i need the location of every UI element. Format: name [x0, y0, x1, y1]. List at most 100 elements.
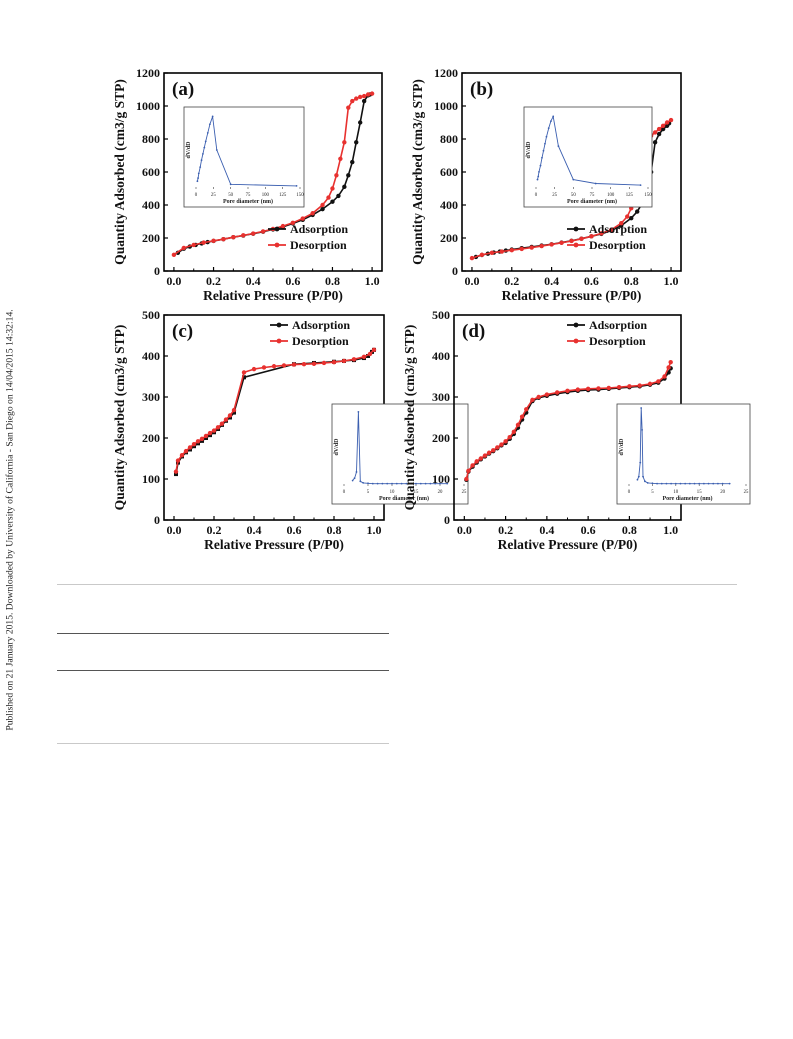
- data-point: [241, 370, 247, 375]
- download-notice: Published on 21 January 2015. Downloaded…: [0, 0, 20, 1039]
- inset-point: [639, 184, 642, 186]
- x-axis-label: Relative Pressure (P/P0): [498, 537, 638, 552]
- inset-point: [439, 482, 441, 485]
- data-point: [515, 422, 521, 428]
- inset-point: [208, 123, 211, 126]
- y-tick-label: 0: [444, 513, 450, 527]
- inset-x-tick-label: 100: [262, 193, 270, 198]
- data-point: [351, 357, 357, 362]
- inset-point: [688, 482, 691, 485]
- inset-point: [429, 482, 432, 485]
- data-point: [660, 123, 666, 128]
- y-tick-label: 200: [142, 231, 160, 245]
- inset-x-tick-label: 100: [607, 193, 615, 198]
- data-point: [489, 250, 495, 256]
- inset-point: [410, 482, 413, 485]
- data-point: [503, 439, 508, 444]
- data-point: [334, 173, 339, 178]
- data-point: [361, 93, 367, 99]
- inset-point: [196, 180, 199, 183]
- data-point: [575, 387, 581, 392]
- inset-point: [391, 482, 393, 485]
- data-point: [358, 120, 363, 125]
- inset-point: [539, 164, 542, 167]
- download-notice-text: Published on 21 January 2015. Downloaded…: [4, 309, 16, 731]
- inset-point: [550, 120, 552, 123]
- inset-point: [712, 482, 715, 485]
- data-point: [320, 206, 325, 212]
- y-tick-label: 100: [432, 472, 450, 486]
- legend-entry: Desorption: [589, 238, 646, 252]
- x-tick-label: 0.0: [166, 274, 181, 288]
- data-point: [320, 202, 325, 208]
- data-point: [599, 231, 604, 236]
- inset-point: [693, 482, 696, 485]
- data-point: [290, 220, 296, 226]
- data-point: [666, 365, 671, 370]
- table-top-rule: [57, 633, 389, 634]
- data-point: [478, 456, 484, 461]
- inset-point: [351, 479, 354, 482]
- inset-point: [646, 481, 649, 484]
- data-point: [549, 242, 554, 247]
- data-point: [203, 433, 209, 439]
- inset-point: [357, 411, 360, 413]
- series-line-desorption: [471, 119, 672, 259]
- data-point: [330, 199, 335, 204]
- data-point: [291, 362, 297, 367]
- data-point: [341, 358, 347, 364]
- inset-point: [636, 478, 639, 481]
- data-point: [326, 195, 331, 200]
- inset-x-tick-label: 125: [279, 193, 287, 198]
- data-point: [616, 384, 622, 390]
- x-tick-label: 0.6: [285, 274, 300, 288]
- inset-frame: [331, 403, 469, 505]
- inset-point: [197, 177, 199, 179]
- data-point: [507, 434, 512, 440]
- data-point: [627, 384, 632, 389]
- data-point: [330, 186, 335, 191]
- inset-point: [684, 482, 687, 485]
- inset-point: [434, 482, 437, 485]
- data-point: [342, 184, 347, 190]
- data-point: [585, 386, 591, 391]
- y-tick-label: 300: [142, 390, 160, 404]
- inset-point: [355, 471, 358, 473]
- x-axis-label: Relative Pressure (P/P0): [204, 537, 344, 552]
- data-point: [371, 347, 377, 353]
- data-point: [625, 214, 630, 219]
- inset-point: [702, 482, 705, 485]
- inset-x-tick-label: 150: [296, 193, 304, 198]
- data-point: [271, 364, 277, 369]
- inset-point: [594, 182, 597, 185]
- inset-y-label: dV/dD: [619, 438, 625, 456]
- x-tick-label: 0.2: [207, 523, 222, 537]
- inset-point: [419, 482, 422, 485]
- data-point: [280, 223, 286, 229]
- inset-point: [656, 482, 658, 485]
- inset-frame: [616, 403, 751, 505]
- data-point: [656, 126, 662, 132]
- data-point: [199, 436, 205, 442]
- y-axis-label: Quantity Adsorbed (cm3/g STP): [112, 79, 127, 265]
- x-tick-label: 0.2: [206, 274, 221, 288]
- y-tick-label: 200: [432, 431, 450, 445]
- inset-point: [670, 482, 673, 485]
- y-axis-label: Quantity Adsorbed (cm3/g STP): [112, 325, 127, 511]
- table-bottom-rule: [57, 743, 389, 744]
- inset-x-tick-label: 25: [211, 193, 216, 198]
- data-point: [637, 383, 642, 388]
- inset-point: [544, 142, 546, 145]
- legend-marker: [573, 226, 579, 232]
- data-point: [589, 234, 594, 239]
- y-tick-label: 1000: [136, 99, 160, 113]
- inset-point: [721, 482, 724, 485]
- data-point: [668, 117, 674, 123]
- x-tick-label: 0.6: [287, 523, 302, 537]
- inset-point: [541, 156, 543, 159]
- inset-point: [641, 428, 644, 431]
- inset-x-label: Pore diameter (nm): [379, 495, 429, 502]
- data-point: [479, 252, 485, 258]
- x-tick-label: 0.8: [325, 274, 340, 288]
